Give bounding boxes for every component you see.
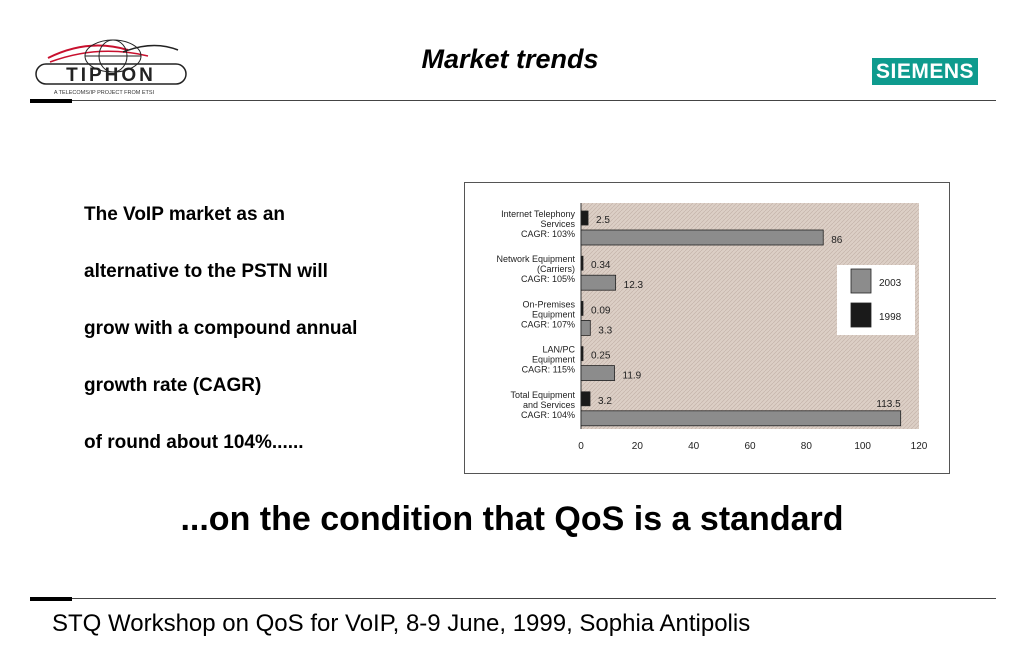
category-label: CAGR: 107%	[521, 319, 575, 329]
category-label: Services	[540, 219, 575, 229]
data-label: 3.2	[598, 396, 612, 407]
category-label: On-Premises	[522, 299, 575, 309]
category-label: CAGR: 105%	[521, 274, 575, 284]
x-tick-label: 100	[854, 441, 871, 452]
bar-1998	[580, 391, 591, 407]
voip-market-chart: Internet Telephony Services CAGR: 103% 2.5 8…	[464, 182, 950, 474]
data-label: 0.25	[591, 351, 611, 362]
data-label: 113.5	[876, 399, 901, 410]
category-label: and Services	[523, 400, 576, 410]
x-tick-label: 40	[688, 441, 700, 452]
header-divider-accent	[30, 99, 72, 103]
category-label: CAGR: 104%	[521, 410, 575, 420]
bar-1998	[580, 301, 584, 316]
category-label: CAGR: 115%	[522, 365, 575, 375]
data-label: 12.3	[624, 280, 644, 291]
intro-line: alternative to the PSTN will	[84, 261, 328, 282]
siemens-logo: SIEMENS	[872, 58, 978, 85]
x-tick-label: 60	[744, 441, 756, 452]
intro-line: of round about 104%......	[84, 432, 304, 453]
intro-line: grow with a compound annual	[84, 318, 358, 339]
bar-2003	[580, 274, 617, 291]
x-tick-label: 80	[801, 441, 813, 452]
qos-tagline: ...on the condition that QoS is a standa…	[180, 500, 844, 538]
data-label: 0.09	[591, 305, 611, 316]
footer-divider-accent	[30, 597, 72, 601]
data-label: 3.3	[598, 325, 612, 336]
bar-1998	[580, 255, 584, 271]
x-tick-label: 120	[911, 441, 928, 452]
bar-1998	[580, 346, 584, 362]
category-label: CAGR: 103%	[521, 229, 575, 239]
intro-line: The VoIP market as an	[84, 204, 285, 225]
data-label: 11.9	[623, 371, 642, 382]
category-label: Internet Telephony	[501, 209, 575, 219]
category-label: (Carriers)	[537, 264, 575, 274]
intro-line: growth rate (CAGR)	[84, 375, 262, 396]
header-divider	[30, 100, 996, 101]
category-label: Equipment	[532, 309, 576, 319]
page-title: Market trends	[421, 44, 599, 74]
legend-label: 2003	[879, 278, 902, 289]
legend-label: 1998	[879, 312, 902, 323]
footer-text: STQ Workshop on QoS for VoIP, 8-9 June, …	[52, 610, 751, 637]
x-tick-label: 0	[578, 441, 584, 452]
bar-2003	[580, 229, 824, 246]
bar-2003	[580, 319, 591, 336]
category-label: Equipment	[532, 355, 576, 365]
bar-2003	[580, 365, 615, 382]
category-label: Network Equipment	[496, 254, 575, 264]
legend-swatch-1998	[850, 302, 872, 328]
logo-tagline: A TELECOMS/IP PROJECT FROM ETSI	[54, 90, 155, 96]
x-tick-label: 20	[632, 441, 644, 452]
tiphon-logo: TIPHON A TELECOMS/IP PROJECT FROM ETSI	[28, 36, 198, 104]
category-label: Total Equipment	[510, 390, 575, 400]
footer-divider	[30, 598, 996, 599]
data-label: 86	[831, 235, 843, 246]
logo-text: TIPHON	[66, 65, 156, 86]
category-label: LAN/PC	[542, 345, 575, 355]
bar-2003	[580, 410, 902, 427]
intro-text: The VoIP market as an alternative to the…	[84, 196, 454, 481]
data-label: 0.34	[591, 260, 611, 271]
legend-box	[837, 265, 915, 335]
bar-1998	[580, 210, 589, 226]
legend-swatch-2003	[850, 268, 872, 294]
data-label: 2.5	[596, 215, 610, 226]
